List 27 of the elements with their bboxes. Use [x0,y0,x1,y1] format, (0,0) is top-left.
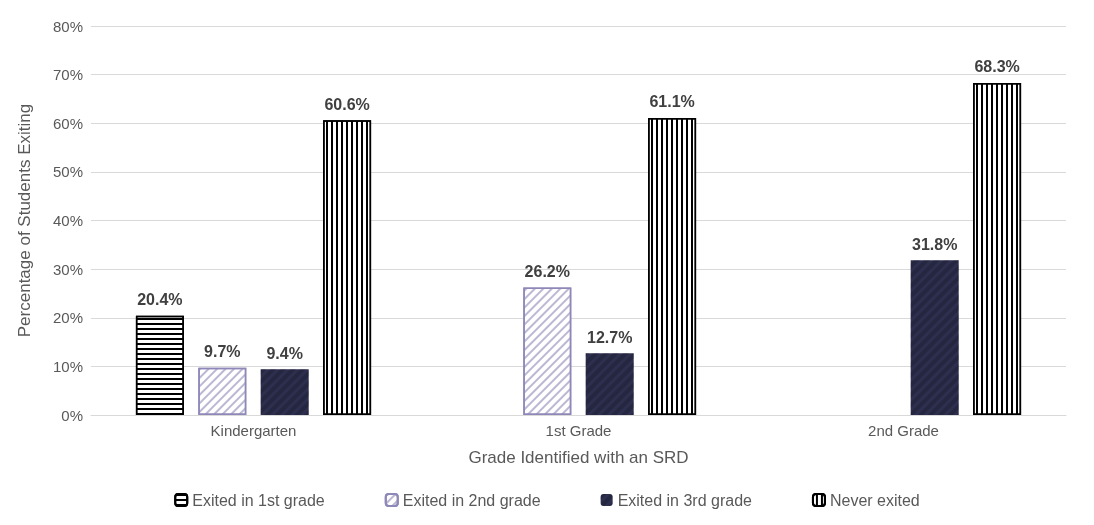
x-axis-title: Grade Identified with an SRD [468,448,689,467]
data-label: 20.4% [137,291,183,309]
legend-label: Never exited [829,491,920,509]
data-label: 12.7% [587,328,633,346]
y-tick-label: 30% [52,260,83,278]
y-tick-label: 80% [52,17,83,35]
y-axis-title: Percentage of Students Exiting [15,103,34,338]
data-label: 9.7% [204,343,241,361]
data-label: 31.8% [912,235,958,253]
y-tick-label: 10% [52,357,83,375]
data-label: 9.4% [266,344,303,362]
y-tick-label: 50% [52,163,83,181]
data-label: 26.2% [524,263,570,281]
data-label: 60.6% [324,95,370,113]
data-label: 61.1% [649,93,695,111]
legend-label: Exited in 3rd grade [617,491,753,509]
legend-label: Exited in 2nd grade [402,491,541,509]
y-tick-label: 40% [52,212,83,229]
y-tick-label: 60% [52,114,83,132]
y-tick-label: 70% [52,66,83,84]
x-tick-label: 2nd Grade [868,422,939,439]
y-tick-label: 0% [61,406,83,424]
x-tick-label: Kindergarten [210,422,297,439]
legend-label: Exited in 1st grade [192,491,325,509]
y-tick-label: 20% [52,309,83,327]
x-tick-label: 1st Grade [545,422,612,439]
data-label: 68.3% [974,58,1020,76]
